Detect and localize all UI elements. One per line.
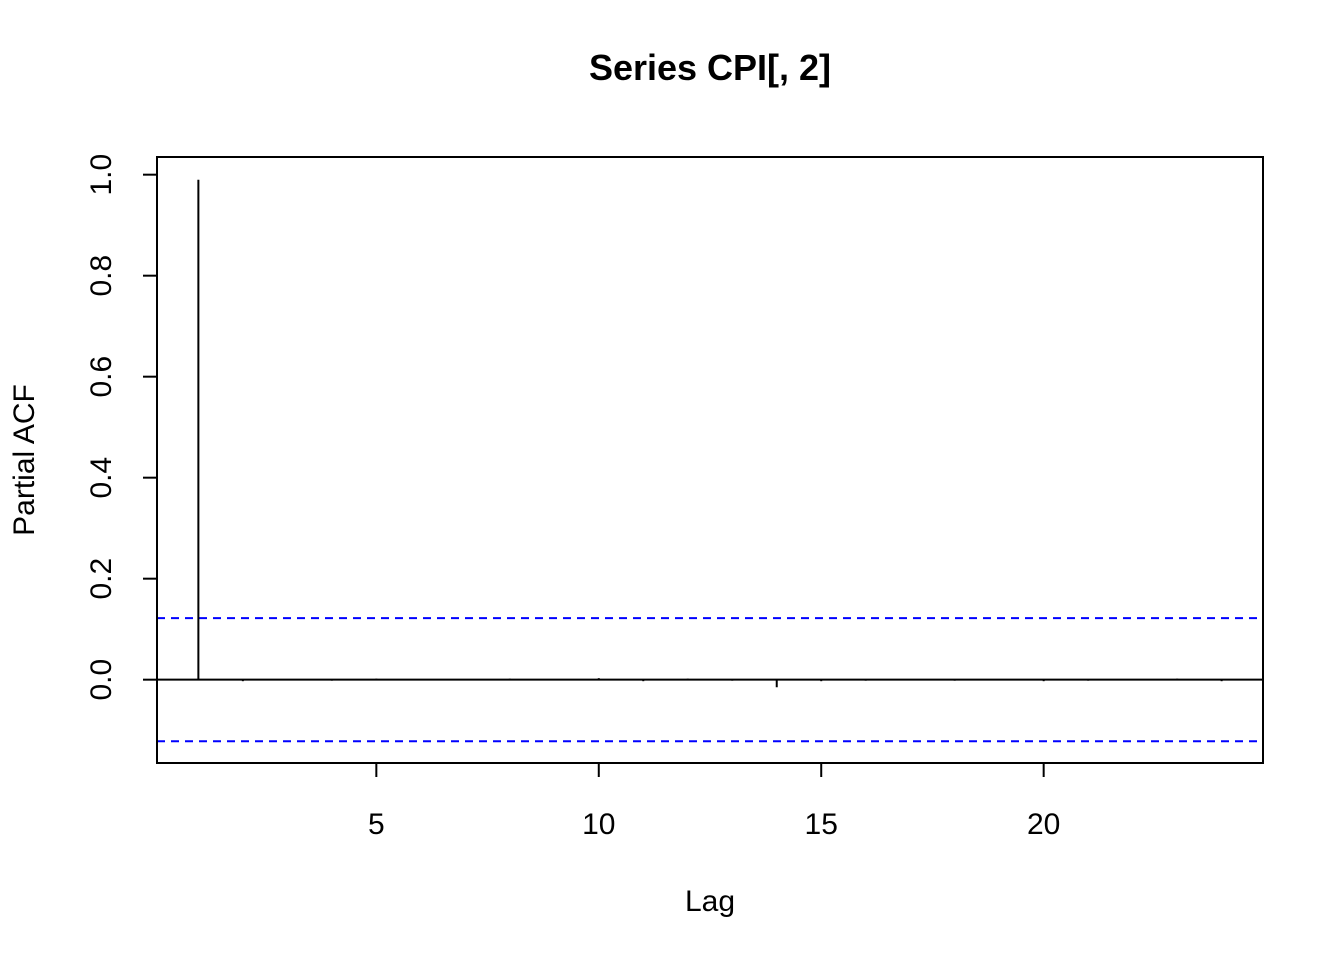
x-tick-label-15: 15 — [805, 808, 838, 841]
y-tick-label-0.4: 0.4 — [85, 457, 118, 499]
plot-area — [157, 179, 1263, 743]
y-tick-label-0.2: 0.2 — [85, 558, 118, 600]
y-axis-label: Partial ACF — [8, 384, 41, 536]
y-tick-label-0.8: 0.8 — [85, 255, 118, 297]
x-tick-label-5: 5 — [368, 808, 385, 841]
plot-frame — [156, 156, 1264, 764]
x-tick-label-10: 10 — [582, 808, 615, 841]
y-tick-label-0.0: 0.0 — [85, 659, 118, 701]
x-axis-label: Lag — [685, 885, 735, 918]
y-tick-label-1.0: 1.0 — [85, 154, 118, 196]
x-tick-label-20: 20 — [1027, 808, 1060, 841]
y-tick-label-0.6: 0.6 — [85, 356, 118, 398]
axes: 5 10 15 20 0.0 0.2 0.4 0.6 0.8 1.0 — [85, 154, 1060, 841]
chart-title: Series CPI[, 2] — [589, 47, 831, 88]
